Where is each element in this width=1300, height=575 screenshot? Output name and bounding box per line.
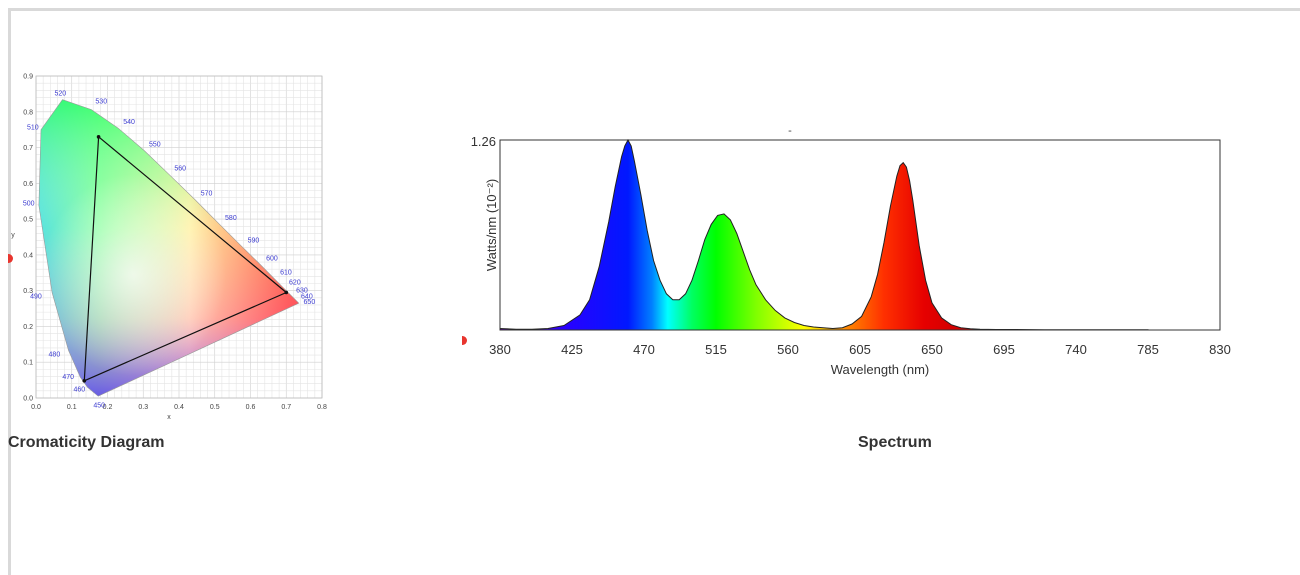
cie-locus-label: 550 (149, 141, 161, 148)
spectrum-x-tick-label: 785 (1137, 342, 1159, 357)
cie-y-tick-label: 0.5 (23, 217, 33, 224)
gamut-triangle (83, 135, 288, 382)
spectrum-y-axis-label: Watts/nm (10⁻²) (484, 179, 499, 271)
cie-y-tick-label: 0.4 (23, 252, 33, 259)
cie-locus-label: 470 (62, 374, 74, 381)
cie-locus-label: 610 (280, 270, 292, 277)
spectrum-x-tick-label: 695 (993, 342, 1015, 357)
spectrum-series-area (499, 138, 1149, 331)
cie-locus-label: 590 (248, 237, 260, 244)
cie-y-tick-label: 0.8 (23, 109, 33, 116)
spectrum-panel-marker (462, 336, 467, 345)
cie-locus-label: 530 (95, 99, 107, 106)
spectrum-x-tick-label: 830 (1209, 342, 1231, 357)
cie-x-tick-label: 0.0 (31, 404, 41, 411)
gamut-vertex-0 (96, 135, 101, 139)
cie-locus-label: 560 (174, 166, 186, 173)
spectrum-x-axis-label: Wavelength (nm) (831, 362, 930, 377)
cie-locus-label: 480 (49, 351, 61, 358)
cie-y-tick-label: 0.0 (23, 396, 33, 403)
spectrum-x-tick-label: 380 (489, 342, 511, 357)
spectrum-caption: Spectrum (858, 434, 932, 451)
cie-x-tick-label: 0.2 (103, 404, 113, 411)
spectrum-axes: 380 425 470 515 560 605 650 695 740 785 830 1.26 Wav… (471, 134, 1231, 377)
cie-locus-label: 540 (123, 119, 135, 126)
cie-y-tick-label: 0.3 (23, 288, 33, 295)
cie-locus-label: 450 (93, 403, 105, 410)
cie-y-tick-label: 0.7 (23, 145, 33, 152)
cie-axes: 0.0 0.1 0.2 0.3 0.4 0.5 0.6 0.7 0.8 0.0 0.1 0.2 0.3 0… (11, 74, 327, 422)
spectrum-x-tick-label: 605 (849, 342, 871, 357)
cie-y-tick-label: 0.2 (23, 324, 33, 331)
spectrum-x-tick-label: 515 (705, 342, 727, 357)
cie-plot-border (35, 75, 323, 399)
spectrum-y-tick-label: 1.26 (471, 134, 496, 149)
cie-panel-marker (8, 254, 13, 263)
cie-locus-label: 600 (266, 256, 278, 263)
spectral-locus (38, 99, 300, 397)
cie-x-tick-label: 0.6 (246, 404, 256, 411)
spectrum-x-tick-label: 425 (561, 342, 583, 357)
spectrum-x-tick-label: 560 (777, 342, 799, 357)
cie-x-tick-label: 0.4 (174, 404, 184, 411)
cie-locus-label: 630 (296, 288, 308, 295)
content-panel (8, 8, 1300, 575)
cie-locus-label: 460 (73, 386, 85, 393)
spectrum-title: - (788, 128, 792, 137)
cie-x-axis-label: x (167, 414, 171, 421)
chromaticity-diagram: 0.0 0.1 0.2 0.3 0.4 0.5 0.6 0.7 0.8 0.0 0.1 0.2 0.3 0… (11, 74, 327, 422)
spectrum-x-tick-label: 650 (921, 342, 943, 357)
cie-x-tick-label: 0.8 (317, 404, 327, 411)
cie-y-tick-label: 0.1 (23, 360, 33, 367)
spectrum-chart: - 380 425 470 515 560 605 650 695 740 785 830 1.26 W… (471, 128, 1231, 377)
gamut-vertex-2 (82, 379, 87, 383)
cie-x-tick-label: 0.5 (210, 404, 220, 411)
cie-locus-labels: 450 460 470 480 490 500 510 520 530 540 550 560 570 5… (23, 91, 315, 410)
cie-x-tick-label: 0.7 (281, 404, 291, 411)
spectrum-x-tick-label: 740 (1065, 342, 1087, 357)
gamut-vertex-1 (284, 290, 289, 295)
cie-locus-label: 580 (225, 215, 237, 222)
cie-locus-label: 650 (304, 299, 316, 306)
cie-locus-label: 640 (301, 293, 313, 300)
cie-x-tick-label: 0.3 (138, 404, 148, 411)
cie-locus-label: 520 (54, 91, 66, 98)
cie-x-tick-label: 0.1 (67, 404, 77, 411)
cie-y-tick-label: 0.9 (23, 74, 33, 81)
spectrum-plot-area (499, 139, 1221, 331)
cie-y-tick-label: 0.6 (23, 181, 33, 188)
spectrum-x-tick-label: 470 (633, 342, 655, 357)
cie-locus-label: 490 (30, 293, 42, 300)
cie-locus-label: 620 (289, 279, 301, 286)
cie-locus-label: 570 (201, 190, 213, 197)
cie-locus-label: 510 (27, 125, 39, 132)
cie-locus-label: 500 (23, 201, 35, 208)
cie-y-axis-label: y (11, 232, 15, 239)
chromaticity-caption: Cromaticity Diagram (8, 434, 165, 451)
